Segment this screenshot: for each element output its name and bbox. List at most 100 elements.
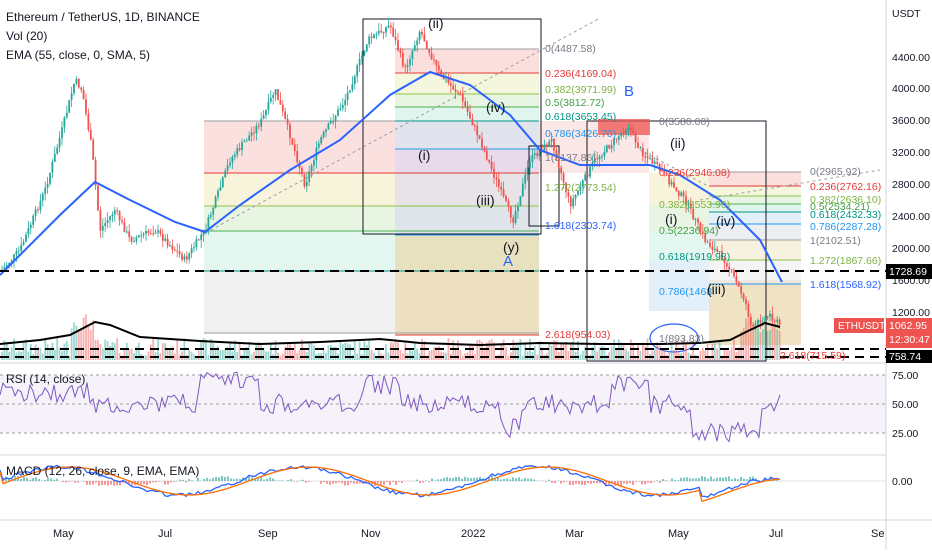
volume-bar [460, 350, 462, 360]
candle-body [335, 116, 337, 121]
candle-body [308, 171, 310, 182]
candle-body [424, 34, 426, 41]
macd-hist-bar [569, 481, 571, 485]
macd-hist-bar [332, 481, 334, 484]
macd-hist-bar [566, 481, 568, 482]
candle-body [503, 189, 505, 196]
candle-body [390, 26, 392, 28]
volume-bar [551, 346, 553, 360]
macd-hist-bar [440, 479, 442, 481]
candle-body [774, 321, 776, 322]
candle-body [364, 51, 366, 55]
fib-label: 0.236(2762.16) [810, 181, 881, 193]
candle-body [59, 138, 61, 147]
candle-body [176, 251, 178, 252]
volume-bar [148, 352, 150, 360]
macd-hist-bar [164, 481, 166, 485]
candle-body [736, 276, 738, 282]
macd-hist-bar [338, 481, 340, 482]
volume-bar [325, 353, 327, 360]
macd-hist-bar [401, 481, 403, 483]
candle-body [419, 32, 421, 41]
symbol-title[interactable]: Ethereum / TetherUS, 1D, BINANCE [6, 8, 200, 27]
macd-hist-bar [170, 481, 172, 482]
macd-hist-bar [467, 478, 469, 481]
macd-hist-bar [545, 481, 547, 482]
candle-body [539, 151, 541, 156]
candle-body [652, 158, 654, 164]
volume-legend[interactable]: Vol (20) [6, 27, 200, 46]
rsi-pane[interactable] [0, 372, 886, 441]
candle-body [733, 270, 735, 276]
wave-label: (ii) [428, 15, 444, 31]
time-axis[interactable]: May Jul Sep Nov 2022 Mar May Jul Se [53, 528, 884, 540]
macd-axis[interactable]: 0.00 [892, 476, 913, 488]
candle-body [671, 182, 673, 184]
volume-bar [724, 349, 726, 360]
macd-hist-bar [623, 481, 625, 483]
candle-body [232, 157, 234, 163]
volume-bar [205, 340, 207, 360]
macd-hist-bar [62, 481, 64, 482]
volume-bar [92, 320, 94, 360]
volume-bar [733, 340, 735, 360]
candle-body [119, 211, 121, 220]
candle-body [37, 209, 39, 210]
macd-hist-bar [446, 477, 448, 481]
macd-hist-bar [581, 481, 583, 485]
candle-body [270, 98, 272, 102]
volume-bar [628, 352, 630, 360]
candle-body [23, 242, 25, 245]
macd-hist-bar [44, 480, 46, 481]
candle-body [85, 99, 87, 113]
volume-bar [265, 352, 267, 360]
candle-body [769, 314, 771, 317]
candle-body [80, 87, 82, 89]
candle-body [107, 220, 109, 223]
candle-body [460, 93, 462, 94]
candle-body [265, 110, 267, 115]
macd-hist-bar [713, 479, 715, 481]
candle-body [472, 119, 474, 126]
macd-hist-bar [218, 477, 220, 481]
candle-body [469, 112, 471, 119]
candle-body [414, 45, 416, 50]
macd-hist-bar [386, 481, 388, 482]
volume-bar [757, 328, 759, 360]
fib-label: 0.5(3812.72) [545, 97, 605, 109]
candle-body [584, 174, 586, 180]
candle-body [102, 226, 104, 231]
candle-body [572, 199, 574, 207]
macd-legend[interactable]: MACD (12, 26, close, 9, EMA, EMA) [6, 464, 199, 478]
candle-body [133, 241, 135, 242]
candle-body [743, 294, 745, 300]
wave-label: (iii) [476, 192, 495, 208]
ema-legend[interactable]: EMA (55, close, 0, SMA, 5) [6, 46, 200, 65]
candle-body [54, 154, 56, 162]
symbol-price-badge: ETHUSDT 1062.95 12:30:47 [834, 318, 932, 348]
price-tick: 2400.00 [892, 211, 930, 223]
candle-body [476, 126, 478, 136]
macd-hist-bar [173, 481, 175, 482]
rsi-legend[interactable]: RSI (14, close) [6, 372, 85, 386]
volume-bar [448, 338, 450, 360]
fib-label: 0(2965.92) [810, 166, 861, 178]
macd-hist-bar [596, 481, 598, 483]
candle-body [726, 263, 728, 267]
candle-body [100, 210, 102, 230]
candle-body [256, 126, 258, 134]
macd-hist-bar [392, 481, 394, 482]
candle-body [481, 139, 483, 148]
candle-body [126, 231, 128, 232]
rsi-axis[interactable]: 75.00 50.00 25.00 [892, 370, 918, 440]
macd-hist-bar [512, 477, 514, 481]
candle-body [738, 282, 740, 286]
macd-hist-bar [419, 481, 421, 483]
time-tick: Nov [361, 528, 381, 540]
volume-bar [78, 331, 80, 360]
candle-body [148, 231, 150, 233]
candle-body [767, 317, 769, 318]
macd-hist-bar [587, 481, 589, 483]
macd-hist-bar [206, 478, 208, 481]
candle-body [359, 59, 361, 65]
